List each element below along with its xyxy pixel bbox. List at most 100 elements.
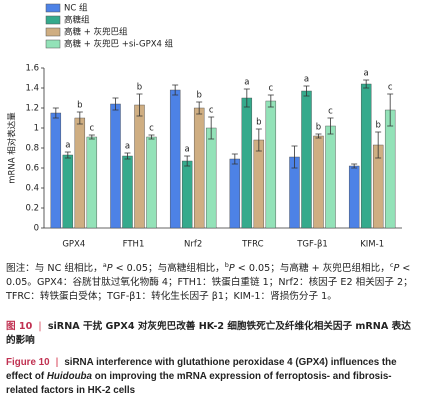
legend-label: 高糖 + 灰兜巴组 xyxy=(64,27,128,38)
x-tick-label: TGF-β1 xyxy=(296,240,328,250)
y-tick-label: 1.2 xyxy=(25,104,39,114)
bar xyxy=(74,117,86,229)
y-tick-label: 0 xyxy=(34,224,39,234)
caption-italic: Huidouba xyxy=(46,371,92,382)
x-tick-label: Nrf2 xyxy=(184,240,202,250)
bar xyxy=(360,83,372,229)
bar xyxy=(146,136,157,229)
note-text: 图注：与 NC 组相比， xyxy=(6,263,103,275)
bar xyxy=(122,155,133,229)
significance-label: a xyxy=(244,78,249,88)
note-p: P xyxy=(228,263,235,275)
significance-label: b xyxy=(375,121,380,131)
bar xyxy=(265,100,277,229)
significance-label: a xyxy=(185,145,190,155)
error-bar xyxy=(231,153,238,165)
bar xyxy=(229,158,241,229)
bar xyxy=(50,112,62,229)
error-bar xyxy=(351,163,358,169)
error-bar xyxy=(124,152,131,160)
caption-text: on improving the mRNA expression of ferr… xyxy=(6,371,392,396)
legend-label: NC 组 xyxy=(64,3,88,14)
significance-label: c xyxy=(89,124,94,134)
note-text: < 0.05。GPX4：谷胱甘肽过氧化物酶 4；FTH1：铁蛋白重链 1；Nrf… xyxy=(6,263,413,303)
significance-label: c xyxy=(268,84,273,94)
error-bar xyxy=(291,145,298,169)
chart: mRNA 相对表达量 0 0.2 0.4 0.6 0.8 1 1.2 1.4 1.6 NC 组高糖… xyxy=(7,3,402,250)
caption-label: 图 10 xyxy=(6,321,33,332)
significance-label: a xyxy=(65,141,70,151)
y-tick-label: 0.2 xyxy=(25,204,39,214)
y-tick-label: 1.6 xyxy=(25,64,39,74)
x-tick-label: FTH1 xyxy=(123,240,145,250)
error-bar xyxy=(255,128,262,152)
bar xyxy=(301,90,312,229)
error-bar xyxy=(148,134,155,140)
significance-label: b xyxy=(137,83,142,93)
bar xyxy=(134,104,145,229)
legend-swatch xyxy=(45,3,61,13)
legend-swatch xyxy=(45,39,61,49)
error-bar xyxy=(196,101,203,115)
caption-en: Figure 10 | siRNA interference with glutat… xyxy=(6,357,397,396)
bar xyxy=(193,107,205,229)
error-bar xyxy=(375,131,382,159)
y-tick-label: 0.4 xyxy=(25,184,39,194)
bar xyxy=(169,89,181,229)
error-bar xyxy=(327,117,334,135)
bar xyxy=(348,165,360,229)
bar xyxy=(110,103,121,229)
note-text: < 0.05；与高糖组相比， xyxy=(112,263,225,275)
error-bar xyxy=(243,88,250,108)
significance-label: b xyxy=(316,123,321,133)
bar xyxy=(86,136,98,229)
y-tick-label: 1.4 xyxy=(25,84,39,94)
y-tick-label: 0.8 xyxy=(25,144,39,154)
error-bar xyxy=(76,111,83,125)
significance-label: a xyxy=(125,142,130,152)
significance-label: b xyxy=(196,91,201,101)
caption-cn: 图 10 | siRNA 干扰 GPX4 对灰兜巴改善 HK-2 细胞铁死亡及纤维化… xyxy=(6,321,411,346)
caption-text: siRNA interference with glutathione pero… xyxy=(6,357,397,382)
error-bar xyxy=(303,85,310,97)
y-axis-label: mRNA 相对表达量 xyxy=(7,112,18,184)
significance-label: c xyxy=(388,83,393,93)
bar xyxy=(181,160,193,229)
significance-label: a xyxy=(304,75,309,85)
error-bar xyxy=(315,133,322,139)
significance-label: c xyxy=(328,107,333,117)
significance-label: a xyxy=(364,69,369,79)
error-bar xyxy=(52,107,59,119)
figure-note: 图注：与 NC 组相比，aP < 0.05；与高糖组相比，bP < 0.05；与… xyxy=(6,258,416,304)
error-bar xyxy=(208,116,215,140)
x-tick-label: TFRC xyxy=(241,240,264,250)
legend-swatch xyxy=(45,15,61,25)
significance-label: c xyxy=(209,106,214,116)
caption-text: siRNA 干扰 GPX4 对灰兜巴改善 HK-2 细胞铁死亡及纤维化相关因子 … xyxy=(6,321,411,346)
legend-label: 高糖组 xyxy=(64,15,90,26)
legend-swatch xyxy=(45,27,61,37)
error-bar xyxy=(267,94,274,108)
error-bar xyxy=(64,151,71,159)
note-p: P xyxy=(393,263,400,275)
bar xyxy=(325,125,336,229)
note-sup: b xyxy=(224,261,229,269)
bar xyxy=(62,154,74,229)
bar xyxy=(241,97,253,229)
x-tick-label: GPX4 xyxy=(62,240,85,250)
error-bar xyxy=(112,97,119,111)
error-bar xyxy=(172,84,179,96)
caption-label: Figure 10 xyxy=(6,357,50,368)
error-bar xyxy=(184,155,191,167)
note-p: P xyxy=(106,263,113,275)
significance-label: c xyxy=(149,124,154,134)
significance-label: b xyxy=(77,101,82,111)
bar xyxy=(384,109,396,229)
significance-label: b xyxy=(256,118,261,128)
error-bar xyxy=(136,93,143,117)
error-bar xyxy=(88,134,95,140)
bar xyxy=(313,135,324,229)
bar xyxy=(253,139,265,229)
bar xyxy=(205,127,217,229)
